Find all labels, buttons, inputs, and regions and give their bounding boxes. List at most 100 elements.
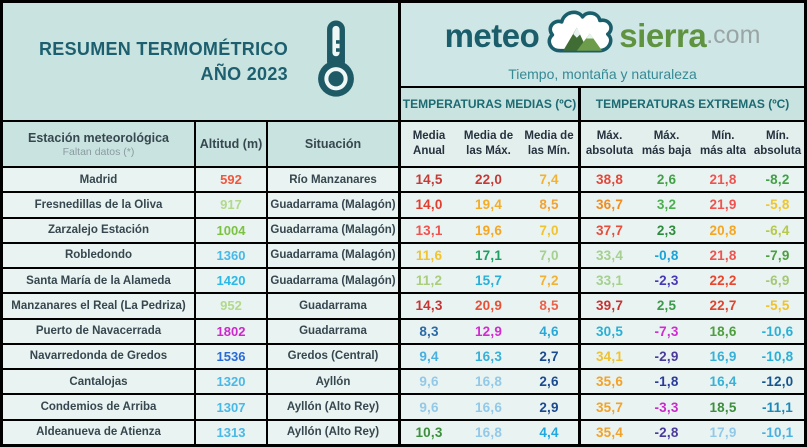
- column-header-max-mas-baja: Máx. más baja: [638, 122, 695, 166]
- temp-value: 21,8: [709, 172, 737, 188]
- temp-value: 11,2: [415, 273, 443, 289]
- temp-value: 17,9: [709, 424, 737, 440]
- temp-value: 8,3: [419, 323, 439, 339]
- temp-value: 21,8: [709, 247, 737, 263]
- temp-value: 34,1: [595, 348, 624, 364]
- temp-value: -6,9: [765, 273, 790, 289]
- temp-value: 10,3: [415, 424, 443, 440]
- temp-value: 8,5: [539, 298, 559, 314]
- table-row: Puerto de Navacerrada 1802 Guadarrama 8,…: [3, 319, 804, 345]
- column-header-min-mas-alta: Mín. más alta: [695, 122, 751, 166]
- station-name: Puerto de Navacerrada: [35, 325, 162, 338]
- temp-value: 30,5: [595, 323, 624, 339]
- column-header-altitude: Altitud (m): [196, 122, 268, 166]
- page-title: RESUMEN TERMOMÉTRICO AÑO 2023: [39, 37, 288, 86]
- column-header-media-min: Media de las Mín.: [520, 122, 581, 166]
- temp-value: 2,9: [539, 399, 559, 415]
- temp-value: -3,3: [654, 399, 679, 415]
- logo-text-sierra: sierra: [619, 17, 707, 54]
- temp-value: 16,8: [474, 424, 503, 440]
- meteosierra-logo: meteo sierra .com Tiempo, montaña y natu: [401, 3, 804, 88]
- temp-value: 16,3: [474, 348, 503, 364]
- temp-value: 7,4: [539, 172, 559, 188]
- station-name: Madrid: [79, 173, 118, 186]
- situation-value: Guadarrama (Malagón): [270, 198, 396, 211]
- temp-value: -2,8: [654, 424, 679, 440]
- temp-value: 14,0: [415, 197, 443, 213]
- table-row: Cantalojas 1320 Ayllón 9,6 16,8 2,6 35,6…: [3, 370, 804, 396]
- temp-value: 9,4: [419, 348, 439, 364]
- temp-value: -10,1: [761, 424, 794, 440]
- temp-value: 36,7: [595, 197, 624, 213]
- station-header-sublabel: Faltan datos (*): [62, 145, 135, 158]
- situation-value: Ayllón (Alto Rey): [286, 401, 380, 414]
- temp-value: 13,1: [415, 222, 443, 238]
- temp-value: 14,5: [415, 172, 443, 188]
- cloud-mountain-icon: [543, 6, 615, 62]
- station-name: Cantalojas: [69, 375, 128, 388]
- table-row: Condemios de Arriba 1307 Ayllón (Alto Re…: [3, 395, 804, 421]
- temp-value: 9,6: [419, 399, 439, 415]
- station-name: Fresnedillas de la Oliva: [34, 198, 163, 211]
- station-name: Santa María de la Alameda: [26, 274, 171, 287]
- group-header-row: TEMPERATURAS MEDIAS (ºC) TEMPERATURAS EX…: [401, 88, 804, 120]
- station-name: Manzanares el Real (La Pedriza): [11, 299, 186, 312]
- temp-value: 20,9: [474, 298, 503, 314]
- station-name: Zarzalejo Estación: [48, 224, 149, 237]
- temp-value: -5,8: [765, 197, 790, 213]
- table-row: Santa María de la Alameda 1420 Guadarram…: [3, 269, 804, 295]
- table-row: Zarzalejo Estación 1004 Guadarrama (Mala…: [3, 218, 804, 244]
- temp-value: 9,6: [419, 374, 439, 390]
- table-row: Fresnedillas de la Oliva 917 Guadarrama …: [3, 193, 804, 219]
- temp-value: 12,9: [474, 323, 503, 339]
- column-header-station: Estación meteorológica Faltan datos (*): [3, 122, 196, 166]
- column-header-situation: Situación: [268, 122, 401, 166]
- group-header-medias: TEMPERATURAS MEDIAS (ºC): [401, 88, 581, 120]
- temp-value: 2,5: [656, 298, 677, 314]
- temp-value: 3,2: [656, 197, 677, 213]
- altitude-value: 1802: [216, 323, 246, 339]
- temp-value: -11,1: [761, 399, 794, 415]
- temp-value: 22,0: [474, 172, 503, 188]
- altitude-value: 1320: [216, 374, 246, 390]
- situation-value: Guadarrama: [299, 325, 367, 338]
- column-header-row: Estación meteorológica Faltan datos (*) …: [3, 122, 804, 168]
- temp-value: 17,1: [474, 247, 503, 263]
- temp-value: 7,0: [539, 247, 559, 263]
- table-row: Aldeanueva de Atienza 1313 Ayllón (Alto …: [3, 420, 804, 444]
- temp-value: 16,9: [709, 348, 737, 364]
- altitude-value: 952: [220, 298, 242, 314]
- temp-value: 38,8: [595, 172, 624, 188]
- temp-value: -7,9: [765, 247, 790, 263]
- temp-value: 4,6: [539, 323, 559, 339]
- station-name: Robledondo: [64, 249, 133, 262]
- temp-value: -6,4: [765, 222, 790, 238]
- temp-value: 8,5: [539, 197, 559, 213]
- situation-value: Guadarrama (Malagón): [270, 274, 396, 287]
- temp-value: -7,3: [654, 323, 679, 339]
- situation-value: Gredos (Central): [287, 350, 379, 363]
- temp-value: 2,3: [656, 222, 677, 238]
- temp-value: -2,3: [654, 273, 679, 289]
- table-row: Navarredonda de Gredos 1536 Gredos (Cent…: [3, 344, 804, 371]
- temp-value: -1,8: [654, 374, 679, 390]
- temp-value: 15,7: [474, 273, 503, 289]
- title-line-2: AÑO 2023: [200, 63, 288, 84]
- title-panel: RESUMEN TERMOMÉTRICO AÑO 2023: [3, 3, 401, 120]
- temp-value: 19,6: [474, 222, 503, 238]
- temp-value: 37,7: [595, 222, 624, 238]
- altitude-value: 1307: [216, 399, 246, 415]
- table-row: Manzanares el Real (La Pedriza) 952 Guad…: [3, 294, 804, 320]
- column-header-max-absoluta: Máx. absoluta: [581, 122, 638, 166]
- situation-value: Río Manzanares: [289, 173, 377, 186]
- temp-value: 16,4: [709, 374, 737, 390]
- temp-value: 16,8: [474, 374, 503, 390]
- temp-value: -8,2: [765, 172, 790, 188]
- temp-value: 16,6: [474, 399, 503, 415]
- temp-value: -10,6: [761, 323, 794, 339]
- temp-value: 33,1: [595, 273, 624, 289]
- temp-value: -12,0: [761, 374, 794, 390]
- altitude-value: 1004: [216, 222, 246, 238]
- temp-value: 11,6: [415, 247, 443, 263]
- top-strip: RESUMEN TERMOMÉTRICO AÑO 2023 meteo: [3, 3, 804, 122]
